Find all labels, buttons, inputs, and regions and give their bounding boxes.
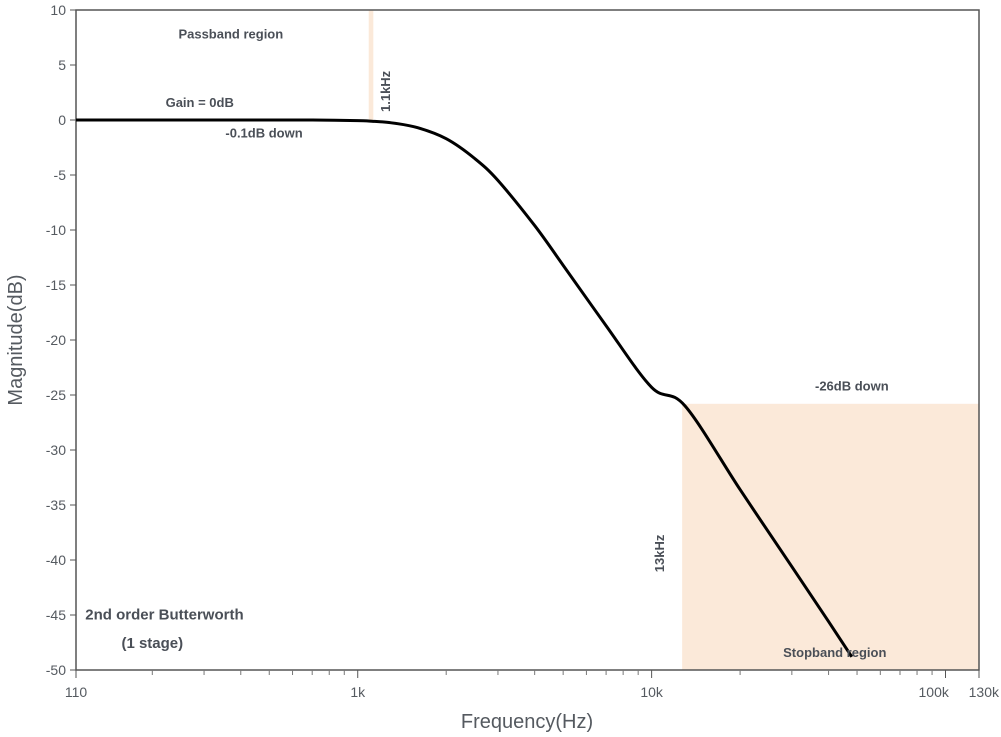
x-tick-label: 130k [969,684,1000,700]
y-tick-label: 0 [58,112,66,128]
annotation-7: Stopband region [783,645,886,660]
axis-ticks: 10 5 0 -5 -10 -15 -20 -25 -30 -35 -40 -45 -50 110 1k 10… [46,2,1000,700]
y-tick-label: -10 [46,222,66,238]
x-tick-label: 100k [919,684,950,700]
series-layer [76,118,854,658]
annotation-8: 2nd order Butterworth [85,606,243,623]
shaded-regions [368,10,979,670]
annotations: Passband region Gain = 0dB -0.1dB down 1.1k… [85,27,888,660]
y-axis-title: Magnitude(dB) [5,274,27,405]
x-axis-title: Frequency(Hz) [461,711,593,733]
shaded-region-2 [682,403,979,670]
y-tick-label: -15 [46,277,66,293]
annotation-4: 1.1kHz [378,70,393,112]
annotation-5: -26dB down [815,379,889,394]
annotation-6: 13kHz [652,534,667,572]
y-tick-label: -25 [46,387,66,403]
annotation-1: Passband region [178,27,283,42]
y-tick-label: -45 [46,607,66,623]
y-tick-label: -5 [54,167,67,183]
x-tick-label: 110 [65,684,88,700]
x-tick-label: 10k [640,684,664,700]
annotation-3: -0.1dB down [225,126,302,141]
y-tick-label: -50 [46,662,66,678]
y-tick-label: 5 [58,57,66,73]
shaded-region-1 [368,10,374,120]
y-tick-label: -40 [46,552,66,568]
y-tick-label: -35 [46,497,66,513]
annotation-2: Gain = 0dB [166,95,234,110]
series-line-1 [76,118,854,658]
x-tick-label: 1k [350,684,366,700]
annotation-9: (1 stage) [121,635,183,652]
y-tick-label: -20 [46,332,66,348]
y-tick-label: 10 [50,2,66,18]
y-tick-label: -30 [46,442,66,458]
